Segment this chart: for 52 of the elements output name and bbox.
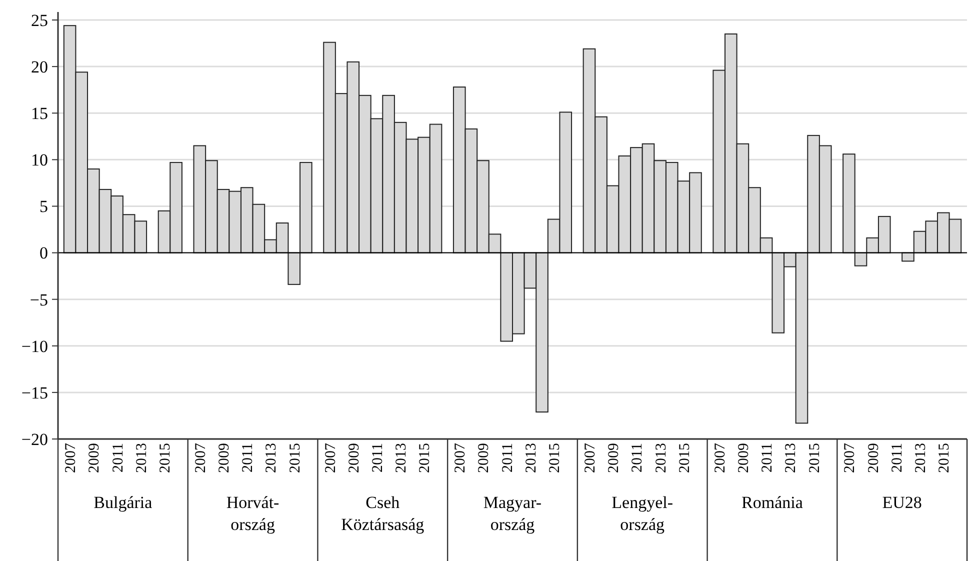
- x-tick-label: 2009: [866, 443, 882, 473]
- x-tick-label: 2013: [913, 443, 930, 473]
- x-tick-label: 2009: [736, 443, 752, 473]
- x-tick-label: 2011: [110, 443, 126, 472]
- text: Magyar- ország: [483, 493, 542, 534]
- y-tick-label: −10: [21, 336, 48, 356]
- x-tick-label: 2011: [240, 443, 256, 472]
- x-tick-label: 2015: [157, 443, 174, 473]
- x-tick-label: 2007: [322, 442, 339, 473]
- text: Bulgária: [94, 493, 153, 512]
- x-tick-label: 2007: [712, 442, 728, 473]
- text: EU28: [882, 493, 922, 512]
- x-tick-label: 2007: [842, 442, 858, 473]
- x-tick-label: 2007: [582, 442, 598, 473]
- y-tick-label: 20: [31, 58, 48, 77]
- x-tick-label: 2013: [264, 443, 280, 473]
- x-tick-label: 2011: [889, 443, 906, 472]
- x-tick-label: 2013: [653, 443, 670, 473]
- x-tick-label: 2011: [500, 443, 516, 472]
- x-tick-label: 2007: [63, 442, 80, 473]
- x-tick-label: 2009: [86, 443, 103, 473]
- x-tick-label: 2015: [547, 443, 564, 473]
- x-tick-label: 2009: [606, 443, 622, 473]
- x-tick-label: 2007: [452, 442, 469, 473]
- x-tick-label: 2009: [346, 443, 362, 473]
- y-tick-label: 10: [31, 150, 48, 170]
- x-tick-label: 2015: [676, 443, 693, 473]
- x-tick-label: 2009: [216, 443, 233, 473]
- y-tick-label: 0: [40, 244, 48, 263]
- y-tick-label: −15: [21, 383, 48, 402]
- y-tick-label: 25: [31, 10, 48, 30]
- x-tick-label: 2009: [476, 443, 492, 473]
- text: Horvát- ország: [226, 493, 280, 534]
- y-tick-label: 15: [31, 104, 48, 124]
- x-tick-label: 2013: [783, 443, 800, 473]
- x-tick-label: 2011: [760, 443, 776, 472]
- x-tick-label: 2015: [417, 443, 434, 473]
- text: Cseh Köztársaság: [341, 493, 425, 534]
- x-tick-label: 2015: [287, 443, 304, 473]
- x-tick-label: 2013: [394, 443, 410, 473]
- x-tick-label: 2015: [936, 443, 953, 473]
- x-tick-label: 2011: [370, 443, 386, 472]
- y-tick-label: −20: [21, 430, 48, 449]
- x-tick-label: 2011: [630, 443, 646, 472]
- x-tick-label: 2013: [523, 443, 540, 473]
- x-tick-label: 2013: [134, 443, 150, 473]
- x-tick-label: 2007: [192, 442, 209, 473]
- text: Lengyel- ország: [612, 493, 674, 534]
- text: Románia: [742, 493, 804, 512]
- x-tick-label: 2015: [806, 443, 823, 473]
- y-tick-label: −5: [30, 290, 48, 310]
- y-tick-label: 5: [40, 197, 48, 216]
